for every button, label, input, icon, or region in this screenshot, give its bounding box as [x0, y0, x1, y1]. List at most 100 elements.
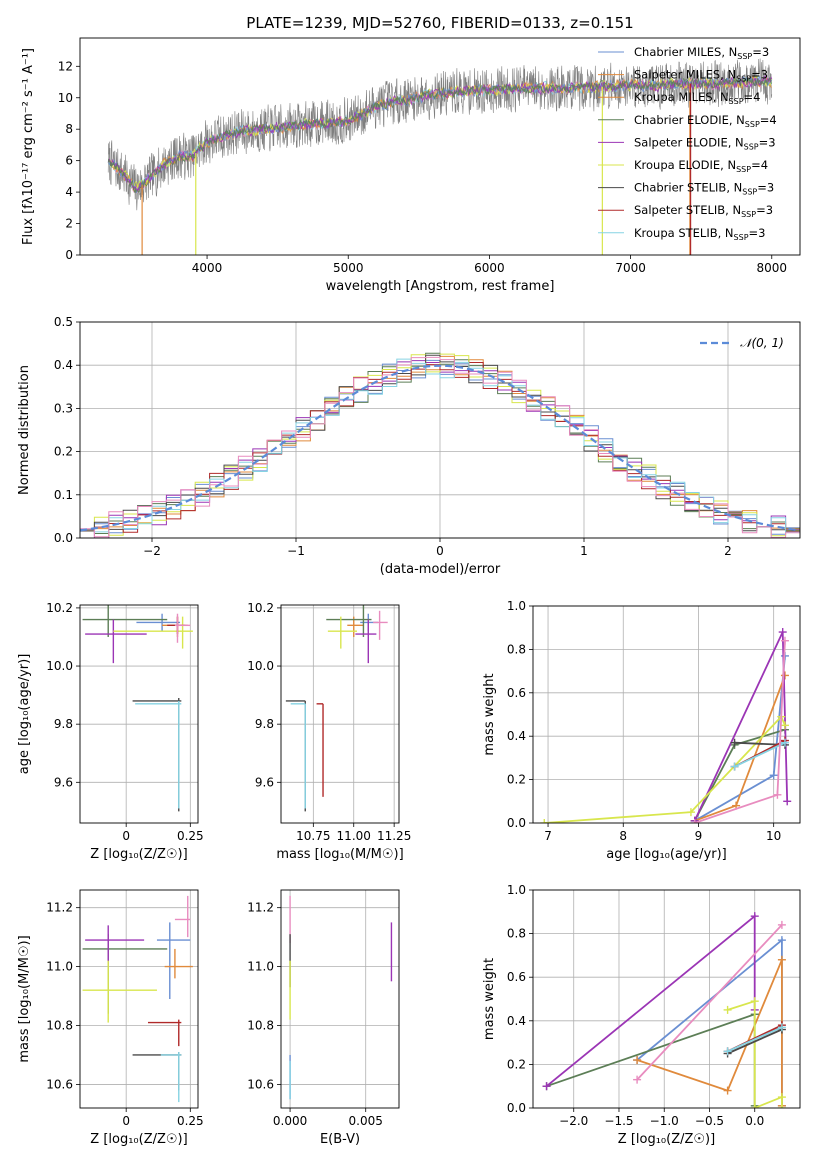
gaussian-curve	[80, 364, 800, 532]
y-tick-label: 11.2	[247, 901, 274, 915]
x-tick-label: 0.25	[177, 1114, 204, 1128]
plot-area	[80, 352, 800, 538]
error-bar-point	[82, 605, 168, 637]
y-tick-label: 9.6	[255, 775, 274, 789]
panel-weight-vs-age: 7 8 9 10 0.0 0.2 0.4 0.6 0.8 1.0 age [log₁₀(age/yr…	[482, 599, 801, 862]
weight-marker	[780, 738, 789, 747]
axes-frame	[280, 604, 400, 824]
panel-age-vs-Z: 0 0.25 9.6 9.8 10.0 10.2 Z [log₁₀(Z/Z☉)] age [l…	[17, 601, 204, 862]
plot-area	[285, 605, 388, 812]
error-bar-point	[373, 610, 388, 640]
weight-marker	[777, 920, 786, 929]
weight-series-line	[546, 914, 756, 1087]
legend-subscript: SSP	[737, 52, 752, 61]
weight-marker	[780, 671, 789, 680]
panel-mass-vs-EBV: 0.000 0.005 10.6 10.8 11.0 11.2 E(B-V)	[247, 889, 400, 1147]
error-bar-point	[135, 700, 182, 809]
y-tick-label: 8	[65, 122, 73, 136]
weight-marker	[778, 628, 787, 637]
x-axis-label: wavelength [Angstrom, rest frame]	[326, 279, 555, 294]
error-bar-point	[156, 922, 191, 999]
histogram-step	[80, 358, 800, 533]
x-tick-label: 6000	[474, 261, 505, 275]
error-bar-point	[132, 698, 182, 812]
x-tick-label: 11.00	[337, 829, 371, 843]
y-tick-label: 0	[65, 248, 73, 262]
legend-subscript: SSP	[745, 120, 760, 129]
error-bar-point	[174, 895, 191, 938]
weight-series-line	[727, 1028, 783, 1055]
y-tick-label: 0.4	[507, 1014, 526, 1028]
weight-marker	[783, 797, 792, 806]
x-tick-label: 9	[695, 829, 703, 843]
weight-marker	[777, 955, 786, 964]
axes-frame	[79, 889, 199, 1109]
spectrum-model-line	[107, 76, 772, 194]
x-tick-label: 5000	[333, 261, 364, 275]
legend-entry: Chabrier MILES, NSSP=3	[634, 45, 769, 61]
error-bar-point	[326, 605, 372, 637]
error-bar-point	[147, 1019, 182, 1047]
x-axis-label: Z [log₁₀(Z/Z☉)]	[90, 847, 187, 862]
y-axis-label: Normed distribution	[17, 365, 32, 495]
y-tick-label: 0.4	[54, 358, 73, 372]
weight-marker	[730, 738, 739, 747]
panel-weight-vs-Z: −2.0 −1.5 −1.0 −0.5 0.0 0.0 0.2 0.4 0.6 0.8 1.0 Z […	[482, 883, 801, 1147]
legend-subscript: SSP	[744, 142, 759, 151]
weight-series-line	[544, 715, 786, 823]
y-tick-label: 0.8	[507, 927, 526, 941]
error-bar-point	[290, 703, 306, 809]
x-axis-label: mass [log₁₀(M/M☉)]	[276, 847, 403, 862]
weight-marker	[750, 997, 759, 1006]
x-axis-label: Z [log₁₀(Z/Z☉)]	[618, 1132, 715, 1147]
y-tick-label: 0.2	[507, 773, 526, 787]
legend-subscript: SSP	[742, 188, 757, 197]
x-tick-label: −2.0	[559, 1114, 588, 1128]
y-axis-label: mass weight	[482, 673, 497, 755]
axes-frame	[79, 604, 199, 824]
y-tick-label: 0.4	[507, 729, 526, 743]
y-tick-label: 1.0	[507, 599, 526, 613]
weight-marker	[769, 771, 778, 780]
x-tick-label: 7000	[615, 261, 646, 275]
y-tick-label: 0.6	[507, 970, 526, 984]
legend-suffix: =3	[752, 45, 769, 59]
y-tick-label: 0.1	[54, 488, 73, 502]
y-tick-label: 10.6	[247, 1077, 274, 1091]
y-tick-label: 10.8	[46, 1019, 73, 1033]
weight-marker	[633, 1075, 642, 1084]
weight-marker	[780, 721, 789, 730]
x-tick-label: −1	[287, 544, 305, 558]
x-tick-label: 0.005	[349, 1114, 383, 1128]
y-tick-label: 12	[58, 59, 73, 73]
legend-subscript: SSP	[729, 97, 744, 106]
legend-entry: Chabrier ELODIE, NSSP=4	[634, 113, 777, 129]
x-tick-label: 11.25	[377, 829, 411, 843]
x-tick-label: 7	[544, 829, 552, 843]
error-bar-point	[85, 925, 145, 964]
y-tick-label: 2	[65, 217, 73, 231]
y-tick-label: 0.2	[54, 445, 73, 459]
error-bar-point	[285, 700, 306, 812]
histogram-step	[80, 362, 800, 533]
error-bar-point	[82, 934, 168, 1014]
error-bar-point	[82, 960, 157, 1023]
weight-marker	[773, 790, 782, 799]
x-tick-label: 0	[122, 829, 130, 843]
plot-area	[107, 58, 773, 255]
weight-marker	[540, 819, 549, 823]
error-bar-point	[85, 619, 147, 664]
error-bar-point	[136, 613, 181, 632]
x-tick-label: −1.0	[650, 1114, 679, 1128]
panel-residuals: −2 −1 0 1 2 0.0 0.1 0.2 0.3 0.4 0.5 (data-model)/er…	[17, 315, 801, 577]
plot-area	[289, 895, 393, 1100]
plot-area	[82, 605, 193, 812]
error-bar-point	[164, 948, 193, 979]
panel-mass-vs-Z: 0 0.25 10.6 10.8 11.0 11.2 Z [log₁₀(Z/Z☉)] mass…	[17, 889, 204, 1147]
plot-area	[540, 628, 792, 823]
x-axis-label: (data-model)/error	[380, 562, 501, 577]
x-tick-label: 0.25	[177, 829, 204, 843]
legend-subscript: SSP	[741, 210, 756, 219]
legend-entry: 𝒩(0, 1)	[740, 336, 784, 350]
